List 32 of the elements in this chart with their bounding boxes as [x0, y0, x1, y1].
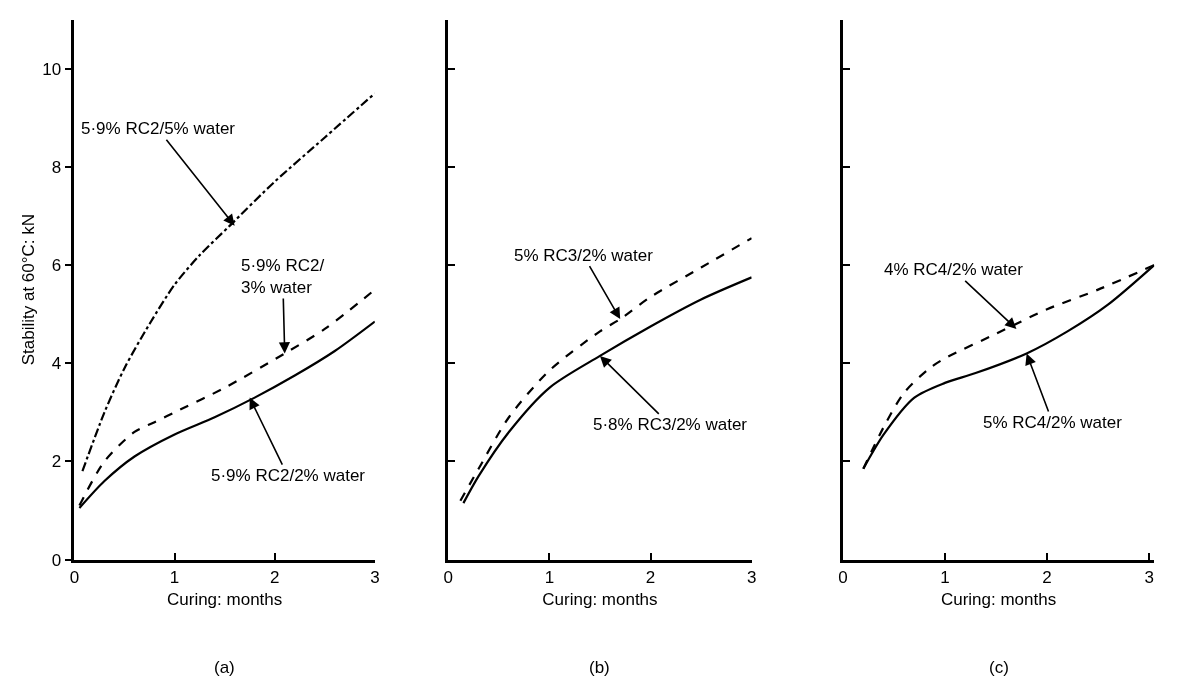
x-axis-title: Curing: months [940, 590, 1057, 610]
x-axis-title: Curing: months [542, 590, 658, 610]
y-tick-label: 6 [51, 256, 62, 276]
x-tick-label: 1 [544, 567, 555, 587]
x-tick-label: 0 [443, 567, 453, 587]
y-tick-label: 4 [51, 354, 62, 374]
x-tick-label: 1 [940, 567, 950, 587]
x-tick-label: 0 [69, 567, 80, 587]
annotation: 5·9% RC2/2% water [211, 466, 366, 485]
annotation: 5% RC3/2% water [514, 246, 654, 265]
annotation: 5·9% RC2/5% water [81, 119, 236, 138]
y-tick-label: 0 [51, 550, 62, 570]
annotation: 5·9% RC2/ 3% water [241, 256, 325, 298]
y-tick-label: 10 [42, 59, 62, 79]
x-tick-label: 2 [1042, 567, 1052, 587]
x-tick-label: 3 [370, 567, 380, 587]
x-tick-label: 2 [645, 567, 656, 587]
y-tick-label: 8 [51, 157, 62, 177]
annotation: 4% RC4/2% water [884, 260, 1024, 279]
x-tick-label: 1 [169, 567, 180, 587]
annotation: 5% RC4/2% water [983, 413, 1123, 432]
x-tick-label: 2 [269, 567, 280, 587]
x-tick-label: 3 [1144, 567, 1154, 587]
text: (c) [989, 658, 1009, 677]
x-tick-label: 3 [746, 567, 757, 587]
text: (b) [589, 658, 610, 677]
annotation: 5·8% RC3/2% water [593, 415, 748, 434]
y-tick-label: 2 [51, 452, 62, 472]
text: (a) [214, 658, 235, 677]
x-axis-title: Curing: months [166, 590, 283, 610]
x-tick-label: 0 [838, 567, 848, 587]
y-axis-title: Stability at 60°C: kN [18, 213, 38, 366]
